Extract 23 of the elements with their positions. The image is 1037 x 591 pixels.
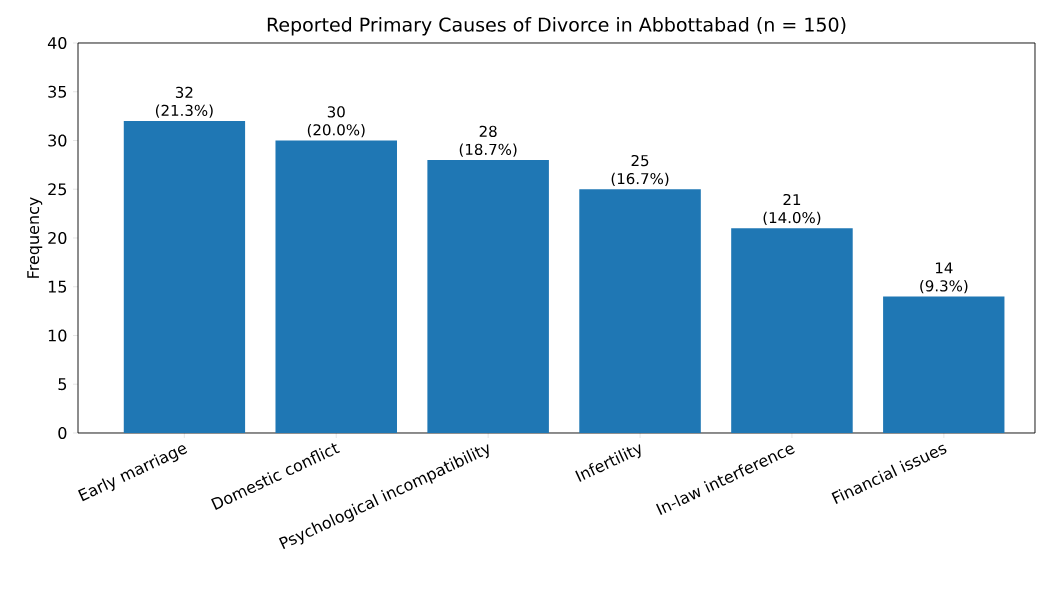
bar xyxy=(427,159,549,433)
bar xyxy=(883,296,1005,433)
data-label: 14 (9.3%) xyxy=(920,262,968,294)
data-label: 25 (16.7%) xyxy=(611,154,669,187)
y-tick-label: 25 xyxy=(48,183,67,196)
bar xyxy=(123,120,246,433)
y-tick-label: 20 xyxy=(48,231,67,245)
data-label: 30 (20.0%) xyxy=(307,106,365,138)
bar xyxy=(579,189,701,433)
y-tick-label: 15 xyxy=(48,280,67,293)
y-axis-title: Frequency xyxy=(27,197,43,278)
y-tick-label: 10 xyxy=(48,329,67,342)
y-tick-label: 35 xyxy=(48,85,67,98)
y-tick-label: 30 xyxy=(48,134,67,147)
bar xyxy=(731,228,853,433)
bar xyxy=(275,140,397,433)
y-tick-label: 40 xyxy=(47,36,67,50)
data-label: 21 (14.0%) xyxy=(763,193,821,226)
chart-title: Reported Primary Causes of Divorce in Abbottabad (n = 150) xyxy=(267,17,846,36)
data-label: 28 (18.7%) xyxy=(459,125,517,157)
data-label: 32 (21.3%) xyxy=(155,86,213,118)
y-tick-label: 5 xyxy=(58,378,67,391)
y-tick-label: 0 xyxy=(58,426,67,440)
